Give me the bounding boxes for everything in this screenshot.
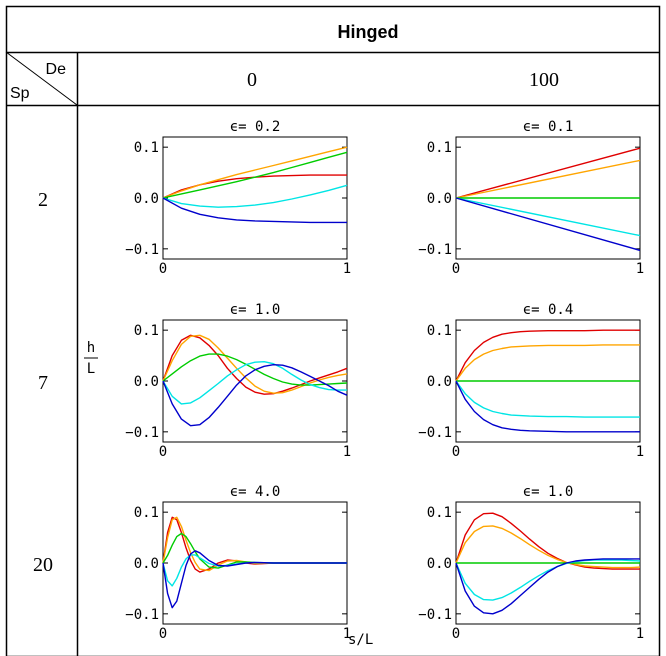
- plot-1-1-series-4: [455, 380, 640, 433]
- plot-0-0-ytick-label: 0.1: [134, 140, 159, 156]
- plot-grid: 0.10.0−0.10 1ϵ= 0.20.10.0−0.10 1ϵ= 0.10.10…: [125, 119, 644, 642]
- row-header-0: 2: [38, 189, 48, 211]
- plot-0-0-ytick-label: 0.0: [134, 191, 159, 207]
- plot-2-0-xtick-label: 0: [159, 626, 167, 642]
- plot-2-1-xtick-label: 1: [636, 626, 644, 642]
- plot-0-0-xtick-label: 0: [159, 261, 167, 277]
- plot-1-0-title: ϵ= 1.0: [230, 302, 281, 318]
- table-title: Hinged: [338, 22, 399, 42]
- plot-0-0-ytick-label: −0.1: [125, 242, 159, 258]
- plot-0-1-ytick-label: 0.1: [427, 140, 452, 156]
- plot-0-1-title: ϵ= 0.1: [523, 119, 574, 135]
- plot-0-1-series-0: [455, 147, 641, 199]
- col-header-0: 0: [247, 69, 257, 91]
- plot-1-1-title: ϵ= 0.4: [523, 302, 574, 318]
- plot-1-1-series-1: [455, 344, 640, 382]
- y-axis-label-denominator: L: [87, 361, 95, 377]
- plot-0-1-xtick-label: 1: [636, 261, 644, 277]
- plot-1-1-ytick-label: 0.0: [427, 374, 452, 390]
- plot-0-0-series-2: [162, 151, 348, 199]
- plot-2-0-ytick-label: −0.1: [125, 607, 159, 623]
- plot-0-0-xtick-label: 1: [343, 261, 351, 277]
- col-header-1: 100: [529, 69, 559, 91]
- plot-1-0-series-3: [162, 361, 347, 405]
- row-header-1: 7: [38, 372, 48, 394]
- plot-2-0-title: ϵ= 4.0: [230, 484, 281, 500]
- plot-1-0-series-4: [162, 364, 348, 427]
- plot-0-0-series-4: [162, 197, 347, 224]
- plot-1-0-ytick-label: −0.1: [125, 425, 159, 441]
- plot-2-1-ytick-label: 0.0: [427, 556, 452, 572]
- plot-0-0-frame: [162, 136, 348, 260]
- plot-1-0-xtick-label: 0: [159, 444, 167, 460]
- plot-1-1-xtick-label: 0: [452, 444, 460, 460]
- corner-diagonal: [5, 51, 78, 106]
- plot-0-1-ytick-label: 0.0: [427, 191, 452, 207]
- plot-1-0-ytick-label: 0.0: [134, 374, 159, 390]
- plot-1-1-ytick-label: −0.1: [418, 425, 452, 441]
- y-axis-label-numerator: h: [87, 340, 95, 356]
- plot-0-0-title: ϵ= 0.2: [230, 119, 281, 135]
- plot-0-0-series-3: [162, 184, 348, 208]
- plot-0-0-series-1: [162, 146, 348, 199]
- plot-1-1-series-0: [455, 329, 640, 382]
- plot-2-1-series-3: [455, 559, 641, 601]
- x-axis-label: s/L: [348, 632, 373, 648]
- table-border: [5, 5, 661, 656]
- plot-1-0-series-1: [162, 334, 348, 394]
- plot-2-1-series-1: [455, 525, 641, 569]
- row-header-2: 20: [33, 554, 53, 576]
- plot-1-1-ytick-label: 0.1: [427, 323, 452, 339]
- plot-1-1-series-3: [455, 380, 640, 418]
- plot-0-1-series-3: [455, 197, 641, 237]
- plot-2-1-ytick-label: −0.1: [418, 607, 452, 623]
- plot-2-1-xtick-label: 0: [452, 626, 460, 642]
- plot-2-1-series-4: [455, 558, 640, 615]
- plot-2-1-ytick-label: 0.1: [427, 505, 452, 521]
- plot-0-1-series-1: [455, 159, 641, 199]
- plot-1-0-xtick-label: 1: [343, 444, 351, 460]
- plot-1-0-ytick-label: 0.1: [134, 323, 159, 339]
- plot-2-0-ytick-label: 0.1: [134, 505, 159, 521]
- plot-0-1-ytick-label: −0.1: [418, 242, 452, 258]
- plot-2-0-series-4: [162, 550, 347, 609]
- plot-0-0-series-0: [162, 174, 347, 199]
- plot-1-1-xtick-label: 1: [636, 444, 644, 460]
- plot-2-0-ytick-label: 0.0: [134, 556, 159, 572]
- plot-2-1-title: ϵ= 1.0: [523, 484, 574, 500]
- plot-2-0-xtick-label: 1: [343, 626, 351, 642]
- plot-0-1-series-4: [455, 197, 641, 252]
- plot-0-1-xtick-label: 0: [452, 261, 460, 277]
- corner-label-de: De: [46, 61, 67, 78]
- plot-2-1-series-0: [455, 512, 640, 570]
- corner-label-sp: Sp: [10, 85, 30, 102]
